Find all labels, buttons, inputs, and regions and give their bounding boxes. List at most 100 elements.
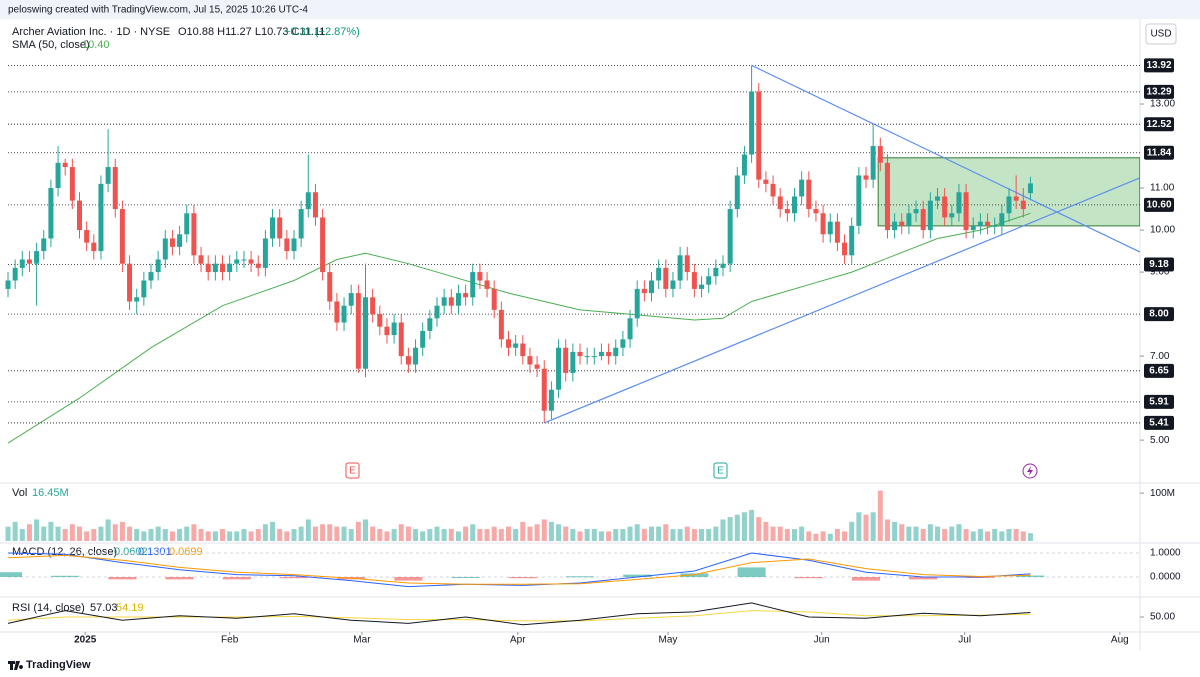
candle-body: [55, 162, 61, 189]
candle-body: [413, 347, 419, 365]
macd-hist-value: 0.0602: [114, 546, 148, 558]
candle-body: [12, 267, 18, 281]
candle-body: [141, 280, 147, 298]
candle-body: [420, 330, 426, 348]
volume-bar: [720, 519, 726, 541]
volume-bar: [498, 529, 504, 541]
candle-body: [441, 297, 447, 306]
volume-bar: [856, 512, 862, 541]
candle-body: [491, 288, 497, 310]
y-tick-label: 7.00: [1150, 351, 1170, 362]
volume-bar: [763, 521, 769, 541]
candle-body: [320, 217, 326, 273]
volume-bar: [284, 531, 290, 541]
volume-bar: [806, 531, 812, 541]
volume-bar: [270, 521, 276, 541]
volume-bar: [119, 521, 125, 541]
candle-body: [899, 221, 905, 226]
level-label-box: [1144, 257, 1174, 272]
candle-body: [434, 305, 440, 319]
volume-bar: [455, 531, 461, 541]
candle-body: [370, 297, 376, 315]
candle-body: [906, 213, 912, 226]
macd-hist-bar: [852, 576, 880, 581]
rsi-tick-label: 50.00: [1150, 612, 1175, 623]
candle-body: [498, 309, 504, 340]
candle-body: [427, 318, 433, 331]
level-label: 6.65: [1149, 365, 1169, 376]
volume-bar: [227, 531, 233, 541]
volume-bar: [956, 524, 962, 541]
volume-bar: [291, 529, 297, 541]
candle-body: [248, 259, 254, 264]
earnings-icon[interactable]: E: [345, 462, 360, 479]
candle-body: [41, 238, 47, 252]
earnings-icon[interactable]: E: [713, 462, 728, 479]
candle-body: [1013, 196, 1019, 201]
volume-bar: [784, 529, 790, 541]
candle-body: [169, 238, 175, 247]
candle-body: [334, 301, 340, 323]
logo-mark: [8, 661, 24, 670]
candle-body: [849, 225, 855, 256]
candle-body: [69, 167, 75, 201]
candle-body: [463, 293, 469, 298]
volume-value: 16.45M: [32, 487, 69, 499]
candle-body: [699, 284, 705, 289]
volume-bar: [570, 529, 576, 541]
candle-body: [541, 368, 547, 411]
candle-body: [663, 267, 669, 289]
volume-bar: [105, 519, 111, 541]
candle-body: [556, 347, 562, 390]
volume-bar: [863, 514, 869, 541]
macd-hist-bar: [222, 576, 251, 580]
volume-bar: [5, 526, 11, 541]
volume-bar: [606, 531, 612, 541]
macd-hist-bar: [51, 575, 80, 577]
signal-line: [7, 554, 1031, 585]
level-label-box: [1144, 394, 1174, 409]
sma-legend: SMA (50, close): [12, 39, 90, 51]
candle-body: [405, 356, 411, 365]
candle-body: [5, 280, 11, 289]
candle-body: [155, 259, 161, 273]
ohlc: O10.88 H11.27 L10.73 C11.11: [178, 26, 325, 38]
volume-bar: [1020, 531, 1026, 541]
level-label: 13.92: [1146, 60, 1171, 71]
footer-logo[interactable]: TradingView: [8, 659, 91, 671]
candle-body: [98, 183, 104, 252]
volume-bar: [663, 524, 669, 541]
x-tick-label: Aug: [1111, 635, 1129, 646]
candle-body: [384, 326, 390, 336]
candle-body: [455, 293, 461, 306]
level-label-box: [1144, 117, 1174, 132]
candle-body: [470, 272, 476, 298]
macd-hist-bar: [566, 576, 594, 578]
candle-body: [985, 221, 991, 226]
candle-body: [870, 146, 876, 180]
candle-body: [212, 263, 218, 273]
candle-body: [220, 263, 225, 273]
volume-bar: [949, 526, 955, 541]
level-label: 12.52: [1146, 119, 1171, 130]
candle-body: [970, 225, 976, 231]
volume-bar: [985, 531, 991, 541]
volume-bar: [112, 524, 118, 541]
candle-body: [270, 217, 276, 239]
footer-brand: TradingView: [26, 659, 91, 671]
candle-body: [649, 280, 654, 294]
candle-body: [770, 183, 776, 197]
volume-bar: [777, 526, 783, 541]
volume-bar: [577, 531, 583, 541]
volume-bar: [98, 526, 104, 541]
volume-bar: [548, 521, 554, 541]
volume-bar: [1006, 529, 1012, 541]
candle-body: [942, 196, 948, 218]
candle-body: [506, 339, 511, 348]
macd-hist-bar: [165, 576, 194, 580]
candle-body: [584, 356, 590, 358]
volume-bar: [277, 529, 283, 541]
currency-badge[interactable]: [1145, 23, 1177, 45]
level-label-box: [1144, 363, 1174, 378]
event-icon[interactable]: [1022, 463, 1038, 479]
